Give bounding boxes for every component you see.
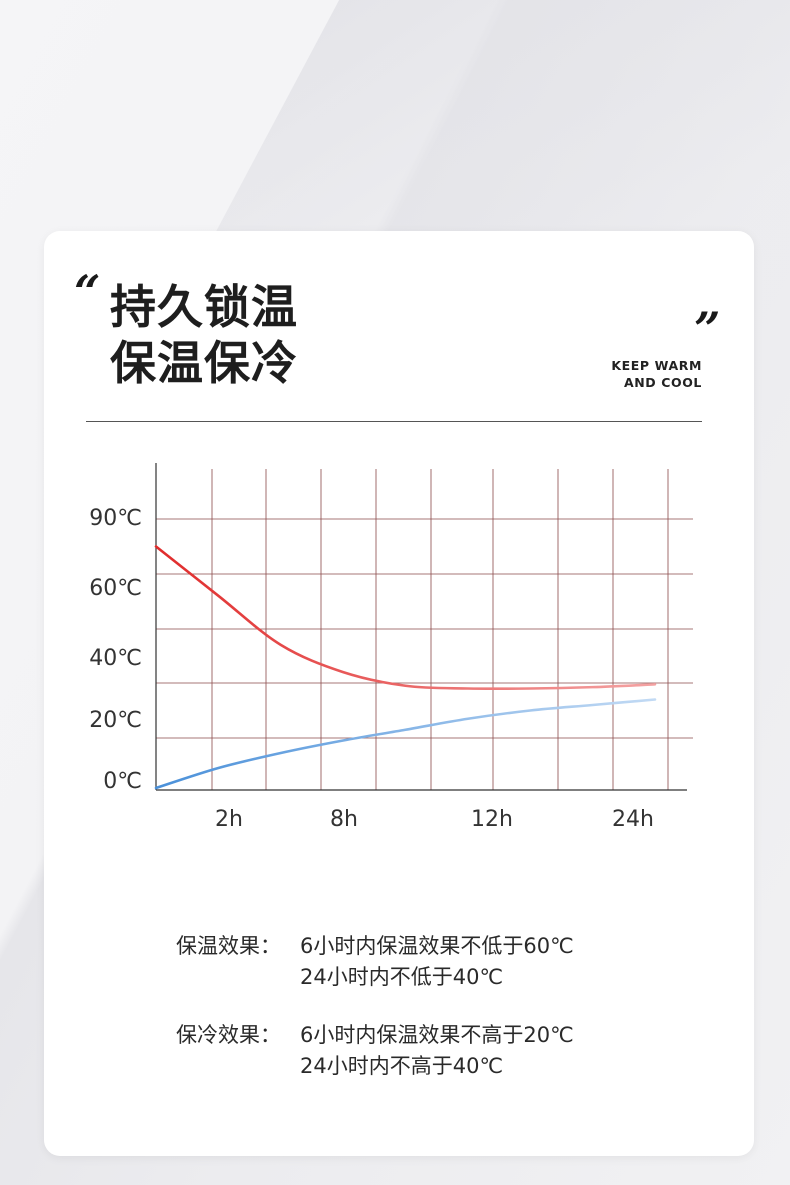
subtitle-line-1: KEEP WARM (611, 358, 702, 373)
note-lines: 6小时内保温效果不低于60℃ 24小时内不低于40℃ (300, 931, 574, 993)
title-line-1: 持久锁温 (110, 280, 298, 334)
open-quote-mark: “ (74, 265, 101, 319)
y-tick-label: 90℃ (89, 506, 142, 531)
content-card: “ 持久锁温 保温保冷 ” KEEP WARM AND COOL 0℃ 20℃ 40… (44, 231, 754, 1156)
note-line: 6小时内保温效果不低于60℃ (300, 934, 574, 958)
x-tick-label: 8h (330, 807, 358, 832)
x-tick-label: 24h (612, 807, 654, 832)
note-line: 24小时内不低于40℃ (300, 965, 504, 989)
x-tick-label: 2h (215, 807, 243, 832)
y-tick-label: 40℃ (89, 646, 142, 671)
series-line-0 (154, 545, 657, 691)
x-tick-label: 12h (471, 807, 513, 832)
subtitle-line-2: AND COOL (623, 375, 702, 390)
notes: 保温效果： 6小时内保温效果不低于60℃ 24小时内不低于40℃ 保冷效果： 6… (176, 931, 574, 1082)
y-tick-label: 0℃ (103, 769, 142, 794)
note-line: 6小时内保温效果不高于20℃ (300, 1023, 574, 1047)
temperature-chart: 0℃ 20℃ 40℃ 60℃ 90℃ 2h 8h 12h 24h (89, 463, 693, 832)
close-quote-mark: ” (694, 302, 721, 356)
note-line: 24小时内不高于40℃ (300, 1054, 504, 1078)
note-lines: 6小时内保温效果不高于20℃ 24小时内不高于40℃ (300, 1020, 574, 1082)
series-line-1 (154, 698, 657, 790)
title-line-2: 保温保冷 (110, 336, 298, 390)
page-title: 持久锁温 保温保冷 (110, 279, 298, 391)
y-tick-label: 60℃ (89, 576, 142, 601)
note-keep-cool: 保冷效果： 6小时内保温效果不高于20℃ 24小时内不高于40℃ (176, 1020, 574, 1082)
note-keep-warm: 保温效果： 6小时内保温效果不低于60℃ 24小时内不低于40℃ (176, 931, 574, 993)
note-label: 保温效果： (176, 934, 281, 958)
note-label: 保冷效果： (176, 1023, 281, 1047)
subtitle: KEEP WARM AND COOL (611, 357, 702, 391)
y-tick-label: 20℃ (89, 708, 142, 733)
divider (86, 421, 702, 422)
